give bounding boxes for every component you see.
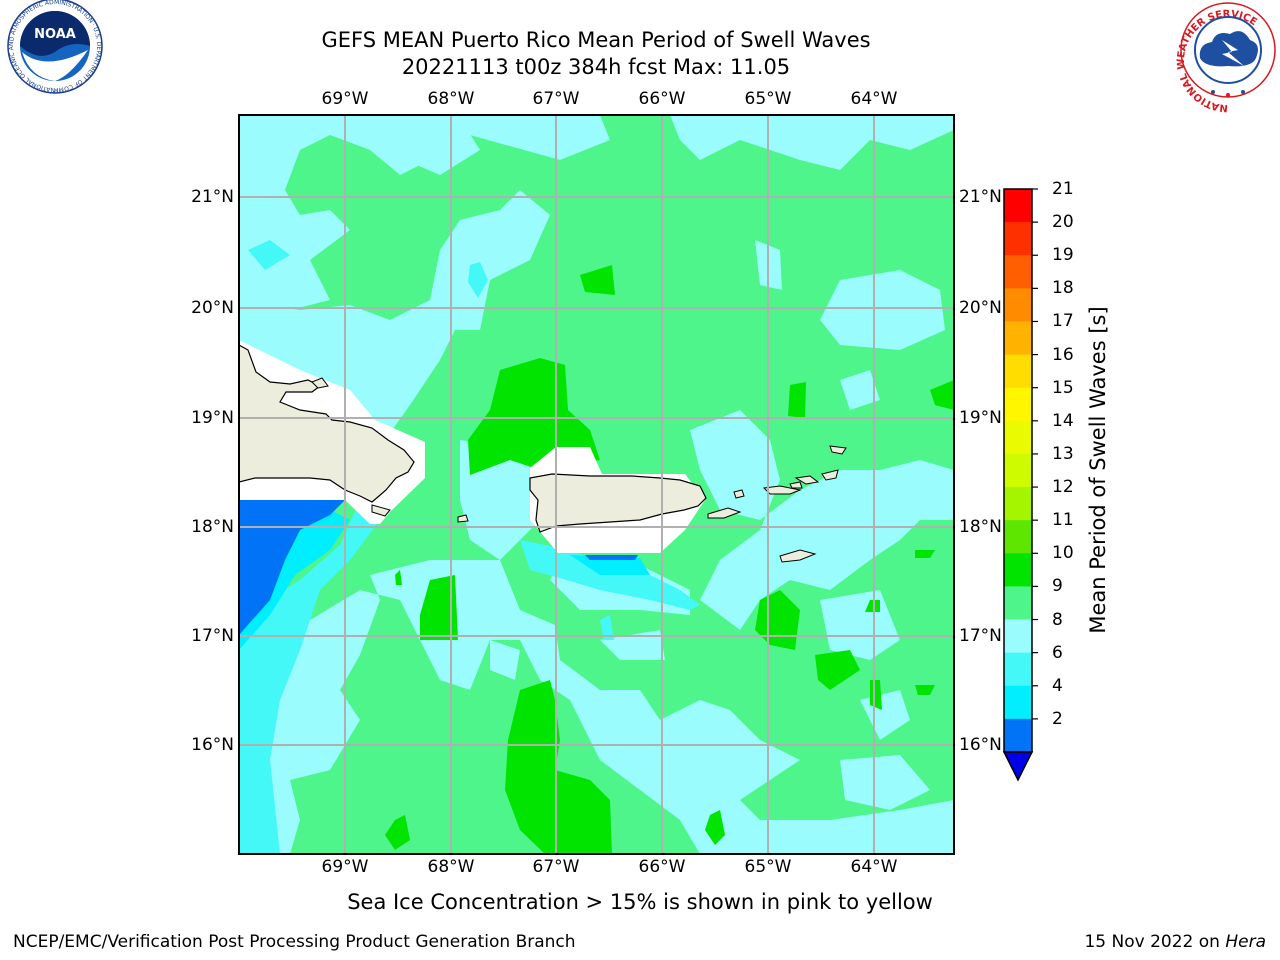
- map-subtitle: 20221113 t00z 384h fcst Max: 11.05: [401, 55, 791, 79]
- colorbar-tick-label: 21: [1052, 179, 1074, 199]
- colorbar: [1002, 188, 1038, 782]
- lat-label-right: 20°N: [959, 298, 1002, 318]
- colorbar-tick-label: 10: [1052, 543, 1074, 564]
- lon-label-bottom: 67°W: [532, 857, 580, 877]
- lon-label-bottom: 64°W: [850, 857, 898, 877]
- lat-label-left: 16°N: [191, 735, 234, 755]
- colorbar-tick-label: 15: [1052, 377, 1074, 398]
- credit-text: NCEP/EMC/Verification Post Processing Pr…: [13, 932, 576, 952]
- lat-label-left: 21°N: [191, 187, 234, 207]
- colorbar-frame: [1003, 188, 1033, 753]
- run-date: 15 Nov 2022 on Hera: [1084, 932, 1266, 952]
- lat-label-right: 18°N: [959, 517, 1002, 537]
- graticule: [239, 115, 954, 854]
- colorbar-tick-label: 16: [1052, 344, 1074, 365]
- lat-label-right: 16°N: [959, 735, 1002, 755]
- small-islands: [457, 445, 847, 563]
- colorbar-tick-label: 19: [1052, 245, 1074, 266]
- colorbar-tick-label: 12: [1052, 477, 1074, 498]
- lat-label-left: 19°N: [191, 408, 234, 428]
- lon-label-top: 67°W: [532, 89, 580, 109]
- colorbar-segment: [1004, 189, 1032, 223]
- lat-label-right: 17°N: [959, 626, 1002, 646]
- colorbar-segment: [1004, 520, 1032, 554]
- field-10-11s: [385, 265, 954, 854]
- colorbar-segment: [1004, 718, 1032, 753]
- lat-label-left: 18°N: [191, 517, 234, 537]
- lon-label-bottom: 65°W: [744, 857, 792, 877]
- colorbar-tick-label: 18: [1052, 278, 1074, 299]
- colorbar-segment: [1004, 553, 1032, 587]
- colorbar-segment: [1004, 652, 1032, 687]
- colorbar-segment: [1004, 487, 1032, 521]
- noaa-logo-text: NOAA: [34, 27, 76, 42]
- lon-label-top: 65°W: [744, 89, 792, 109]
- colorbar-segment: [1004, 222, 1032, 256]
- colorbar-segment: [1004, 453, 1032, 488]
- field-2-4s: [239, 500, 638, 635]
- colorbar-segment: [1004, 321, 1032, 356]
- lon-label-bottom: 66°W: [638, 857, 686, 877]
- colorbar-tick-label: 2: [1052, 708, 1063, 729]
- lat-label-right: 19°N: [959, 408, 1002, 428]
- run-date-text: 15 Nov 2022 on: [1084, 932, 1226, 952]
- colorbar-tick-label: 4: [1052, 675, 1063, 696]
- swell-period-field: [239, 115, 954, 854]
- hispaniola-land: [239, 344, 415, 517]
- lon-label-top: 69°W: [321, 89, 369, 109]
- map-title: GEFS MEAN Puerto Rico Mean Period of Swe…: [321, 28, 871, 52]
- colorbar-label: Mean Period of Swell Waves [s]: [1086, 306, 1110, 634]
- nws-logo: NATIONAL WEATHER SERVICE: [1176, 2, 1276, 113]
- lon-label-top: 68°W: [427, 89, 475, 109]
- noaa-logo: NATIONAL OCEANIC AND ATMOSPHERIC ADMINIS…: [0, 0, 103, 94]
- colorbar-segment: [1004, 387, 1032, 422]
- colorbar-tick-label: 13: [1052, 443, 1074, 464]
- colorbar-segment: [1004, 354, 1032, 389]
- lon-label-top: 66°W: [638, 89, 686, 109]
- colorbar-tick-label: 9: [1052, 576, 1063, 597]
- sea-ice-note: Sea Ice Concentration > 15% is shown in …: [347, 890, 933, 914]
- map-frame: [238, 114, 955, 855]
- lon-label-top: 64°W: [850, 89, 898, 109]
- colorbar-segment: [1004, 619, 1032, 654]
- colorbar-tick-label: 6: [1052, 642, 1063, 663]
- colorbar-tick-label: 8: [1052, 609, 1063, 630]
- colorbar-tick-label: 17: [1052, 311, 1074, 332]
- lat-label-right: 21°N: [959, 187, 1002, 207]
- colorbar-tick-label: 20: [1052, 212, 1074, 233]
- lat-label-left: 17°N: [191, 626, 234, 646]
- colorbar-tick-label: 11: [1052, 510, 1074, 531]
- lon-label-bottom: 69°W: [321, 857, 369, 877]
- run-machine: Hera: [1225, 932, 1266, 952]
- colorbar-extend-arrow: [1002, 751, 1034, 782]
- colorbar-segment: [1004, 420, 1032, 455]
- lat-label-left: 20°N: [191, 298, 234, 318]
- colorbar-segment: [1004, 288, 1032, 322]
- lon-label-bottom: 68°W: [427, 857, 475, 877]
- colorbar-tick-label: 14: [1052, 410, 1074, 431]
- colorbar-segment: [1004, 685, 1032, 720]
- colorbar-segment: [1004, 586, 1032, 621]
- colorbar-segment: [1004, 255, 1032, 289]
